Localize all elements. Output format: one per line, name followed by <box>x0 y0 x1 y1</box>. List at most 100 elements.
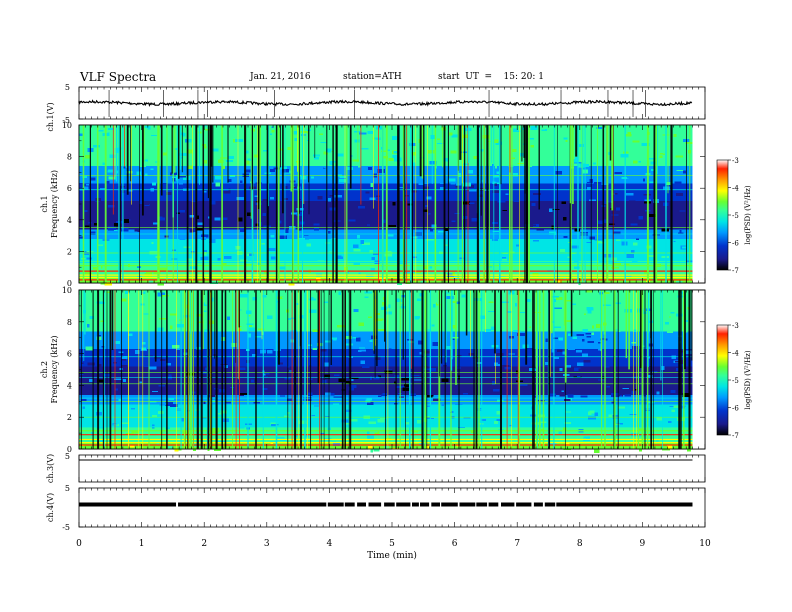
ch1-spectrogram-cell <box>236 197 244 200</box>
ch1-spectrogram-cell <box>614 161 621 164</box>
ch1-spectrogram-cell <box>279 266 286 270</box>
ch2-spectrogram-cell <box>486 355 490 358</box>
ch1-spectrogram-cell <box>388 234 394 237</box>
ch2-spectrogram-cell <box>239 300 247 304</box>
ch2-spectrogram-cell <box>596 323 601 328</box>
ch2-spectrogram-cell <box>668 316 671 318</box>
ch1-spectrogram-cell <box>116 185 123 187</box>
ch2-spectrogram-cell <box>93 445 96 449</box>
ch1-spectrogram-cell <box>344 266 348 271</box>
ch1-spectrogram-band <box>79 260 693 277</box>
ch1-spectrogram-ytick-label: 10 <box>62 121 72 130</box>
ch1-spectrogram-cell <box>135 239 139 242</box>
ch2-spectrogram-cell <box>613 423 620 425</box>
ch1-spectrogram-cell <box>374 137 381 141</box>
ch2-spectrogram-colorbar-tick-label: -3 <box>732 322 739 330</box>
ch1-spectrogram-cell <box>312 130 315 133</box>
ch2-spectrogram-cell <box>128 333 133 337</box>
ch2-spectrogram-cell <box>157 410 164 414</box>
ch1-spectrogram-cell <box>228 240 232 242</box>
ch2-spectrogram-cell <box>202 405 207 409</box>
ch1-spectrogram-cell <box>323 151 328 155</box>
ch1-spectrogram-cell <box>407 218 410 221</box>
ch2-spectrogram-cell <box>562 427 567 430</box>
ch1-spectrogram-cell <box>245 150 249 154</box>
ch2-spectrogram-cell <box>131 311 137 313</box>
ch2-spectrogram-cell <box>504 338 508 342</box>
ch2-spectrogram-cell <box>151 414 157 417</box>
ch4-waveform-gap <box>542 502 545 507</box>
ch2-spectrogram-cell <box>435 302 441 306</box>
ch2-spectrogram-cell <box>263 373 266 376</box>
ch1-spectrogram-cell <box>211 148 219 152</box>
ch1-spectrogram-cell <box>268 248 276 251</box>
ch1-spectrogram-cell <box>382 156 389 159</box>
ch1-spectrogram-cell <box>223 191 231 194</box>
ch1-spectrogram-cell <box>512 128 521 132</box>
ch1-spectrogram-cell <box>79 133 83 137</box>
ch2-spectrogram-cell <box>520 384 528 387</box>
ch2-spectrogram-cell <box>220 363 228 366</box>
ch2-spectrogram-cell <box>617 353 623 358</box>
ch1-spectrogram-cell <box>134 182 141 184</box>
ch1-spectrogram-cell <box>683 170 686 174</box>
ch2-spectrogram-cell <box>484 422 487 427</box>
ch1-spectrogram-cell <box>536 229 545 231</box>
ch2-spectrogram-cell <box>123 379 131 383</box>
ch1-spectrogram-cell <box>388 157 394 161</box>
ch1-spectrogram-cell <box>512 173 519 177</box>
ch2-spectrogram-cell <box>220 336 226 341</box>
ch2-spectrogram-cell <box>208 332 211 335</box>
ch1-spectrogram-cell <box>611 214 619 216</box>
ch2-spectrogram-cell <box>122 379 126 382</box>
recording-date: Jan. 21, 2016 <box>250 72 311 82</box>
ch1-spectrogram-cell <box>352 252 357 255</box>
ch1-spectrogram-cell <box>423 209 428 214</box>
ch1-spectrogram-cell <box>215 176 222 180</box>
ch2-spectrogram-cell <box>246 338 253 340</box>
ch2-spectrogram-cell <box>231 439 238 442</box>
ch2-spectrogram-cell <box>266 423 269 427</box>
ch2-spectrogram-cell <box>191 338 199 343</box>
ch1-spectrogram-cell <box>549 208 553 213</box>
ch2-spectrogram-cell <box>666 328 673 330</box>
ch2-spectrogram-cell <box>562 351 567 355</box>
ch1-spectrogram-cell <box>82 186 89 190</box>
ch2-spectrogram-cell <box>134 350 140 354</box>
ch2-spectrogram-cell <box>564 320 572 322</box>
ch1-spectrogram-cell <box>544 186 553 190</box>
ch2-spectrogram-cell <box>131 318 134 322</box>
ch2-spectrogram-cell <box>549 393 556 397</box>
ch1-spectrogram-cell <box>217 250 221 254</box>
x-axis-label: Time (min) <box>367 550 417 561</box>
ch2-spectrogram-cell <box>89 379 93 383</box>
ch1-spectrogram-cell <box>228 179 232 182</box>
ch2-spectrogram-cell <box>352 337 359 339</box>
ch1-spectrogram-cell <box>306 243 312 247</box>
ch2-spectrogram-cell <box>375 391 383 395</box>
ch2-spectrogram-cell <box>675 346 680 348</box>
ch2-spectrogram-cell <box>333 396 339 399</box>
ch1-spectrogram-ytick-label: 0 <box>67 279 72 288</box>
ch1-spectrogram-cell <box>326 148 332 153</box>
ch3-ytick-label: 5 <box>65 452 70 461</box>
ch1-spectrogram-cell <box>269 133 273 135</box>
ch1-spectrogram-cell <box>114 229 118 232</box>
ch2-spectrogram-cell <box>382 302 386 306</box>
ch2-spectrogram-cell <box>251 379 254 383</box>
ch1-spectrogram-cell <box>679 210 686 212</box>
ch2-spectrogram-cell <box>384 369 392 371</box>
ch2-spectrogram-cell <box>196 299 203 302</box>
ch2-spectrogram-cell <box>432 342 438 346</box>
ch1-spectrogram-cell <box>422 212 430 214</box>
ch2-spectrogram-cell <box>441 403 444 406</box>
ch1-spectrogram-cell <box>674 181 682 186</box>
ch1-spectrogram-cell <box>620 153 629 158</box>
ch1-spectrogram-cell <box>210 280 219 284</box>
ch1-spectrogram-cell <box>80 189 85 192</box>
ch1-spectrogram-cell <box>334 194 343 198</box>
ch1-spectrogram-cell <box>350 277 354 280</box>
ch2-spectrogram-cell <box>367 402 374 405</box>
ch2-spectrogram-cell <box>411 374 420 377</box>
ch1-spectrogram-cell <box>661 228 669 232</box>
